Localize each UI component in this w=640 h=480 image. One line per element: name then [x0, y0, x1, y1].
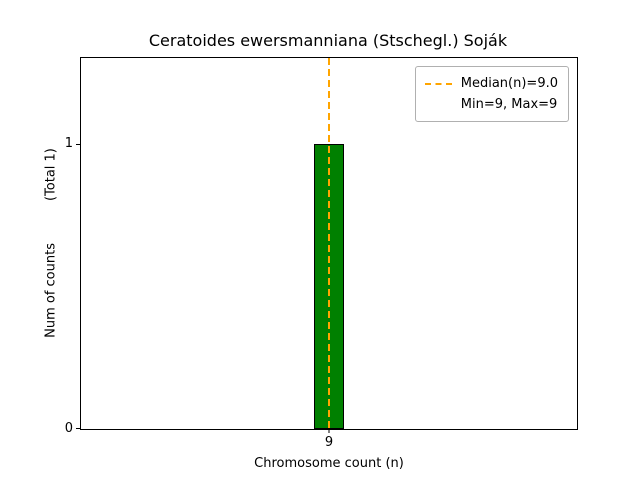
x-axis-label: Chromosome count (n)	[254, 456, 404, 471]
total-annotation: (Total 1)	[43, 148, 59, 202]
y-tick-mark-0	[76, 428, 80, 429]
legend-label-minmax: Min=9, Max=9	[460, 97, 558, 112]
legend-label-median: Median(n)=9.0	[460, 76, 558, 91]
legend: Median(n)=9.0 Min=9, Max=9	[414, 66, 569, 122]
y-tick-label-1: 1	[64, 136, 73, 151]
legend-dashed-line-sample	[424, 82, 452, 85]
y-axis-label: Num of counts (Total 1)	[44, 148, 59, 338]
median-line	[328, 58, 330, 429]
x-tick-mark	[328, 429, 330, 433]
legend-entry-minmax: Min=9, Max=9	[425, 94, 558, 115]
y-tick-mark-1	[76, 144, 80, 145]
plot-area: Median(n)=9.0 Min=9, Max=9 0 1 9 Chromos…	[65, 57, 578, 471]
chart-title: Ceratoides ewersmanniana (Stschegl.) Soj…	[148, 31, 508, 50]
legend-empty-handle	[425, 104, 452, 106]
legend-entry-median: Median(n)=9.0	[424, 73, 558, 94]
y-tick-label-0: 0	[64, 421, 73, 436]
x-tick-label: 9	[324, 435, 334, 450]
y-axis-label-text: Num of counts	[43, 243, 59, 338]
